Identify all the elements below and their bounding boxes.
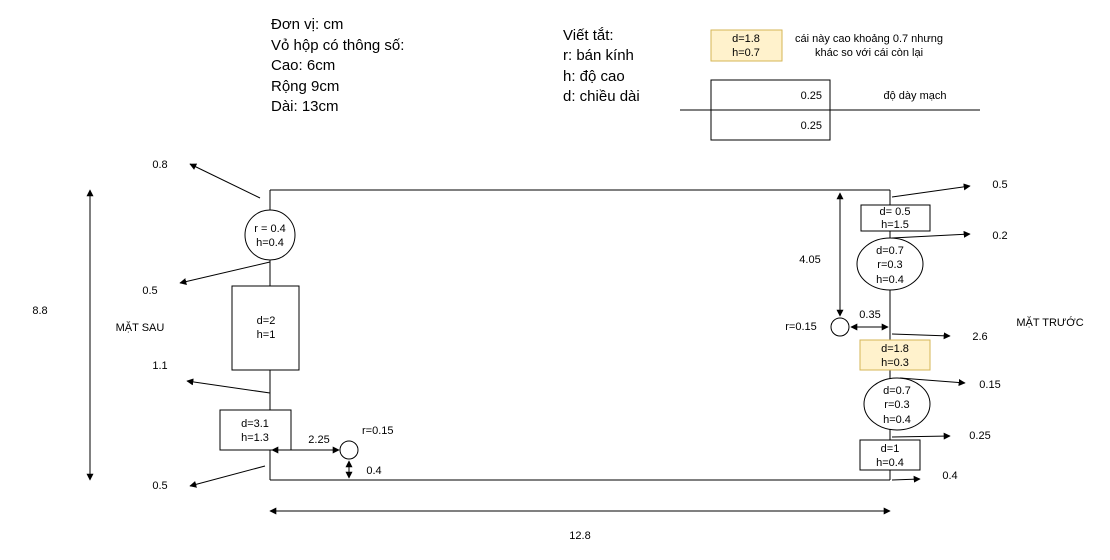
component-label: r=0.3 bbox=[877, 259, 902, 271]
units-line: Rộng 9cm bbox=[271, 78, 339, 95]
component-label: h=0.4 bbox=[256, 237, 284, 249]
component-label: d=0.7 bbox=[883, 385, 911, 397]
legend-item: r: bán kính bbox=[563, 47, 634, 64]
component-label: d= 0.5 bbox=[880, 206, 911, 218]
right-rect-component bbox=[859, 439, 921, 471]
back-side-label: MẶT SAU bbox=[116, 321, 165, 334]
hole-radius-label: r=0.15 bbox=[362, 425, 394, 437]
component-label: d=0.7 bbox=[876, 245, 904, 257]
right-rect-component bbox=[860, 204, 931, 232]
hole-horizontal-label: 0.35 bbox=[859, 309, 880, 321]
offset-label: 0.5 bbox=[992, 179, 1007, 191]
component-label: h=1.3 bbox=[241, 432, 269, 444]
units-line: Đơn vị: cm bbox=[271, 16, 343, 33]
component-label: h=0.3 bbox=[881, 357, 909, 369]
component-label: d=1 bbox=[881, 443, 900, 455]
component-label: d=2 bbox=[257, 315, 276, 327]
component-label: h=1 bbox=[257, 329, 276, 341]
offset-label: 0.8 bbox=[152, 159, 167, 171]
right-highlight-component bbox=[859, 339, 931, 371]
hole-vertical-label: 4.05 bbox=[799, 254, 820, 266]
component-label: r=0.3 bbox=[884, 399, 909, 411]
left-rect-component bbox=[219, 409, 292, 451]
right-round-component bbox=[863, 377, 931, 431]
hole-y-label: 0.4 bbox=[366, 465, 381, 477]
offset-arrow bbox=[189, 465, 266, 488]
units-line: Cao: 6cm bbox=[271, 57, 335, 74]
legend-item: h: độ cao bbox=[563, 68, 625, 85]
note-box-line: h=0.7 bbox=[732, 47, 760, 59]
offset-arrow bbox=[179, 261, 271, 285]
units-block: Đơn vị: cm Vỏ hộp có thông số: Cao: 6cm … bbox=[271, 16, 404, 115]
thickness-block: 0.25 0.25 độ dày mạch bbox=[680, 79, 980, 141]
offset-label: 1.1 bbox=[152, 360, 167, 372]
thickness-top-value: 0.25 bbox=[801, 90, 822, 102]
offset-arrow bbox=[891, 475, 921, 483]
mounting-hole bbox=[830, 317, 850, 337]
component-label: h=0.4 bbox=[883, 414, 911, 426]
thickness-label: độ dày mạch bbox=[884, 90, 947, 102]
hole-radius-label: r=0.15 bbox=[785, 321, 817, 333]
offset-label: 0.4 bbox=[942, 470, 957, 482]
offset-arrow bbox=[899, 377, 966, 387]
component-label: h=0.4 bbox=[876, 274, 904, 286]
component-label: r = 0.4 bbox=[254, 223, 286, 235]
component-label: d=3.1 bbox=[241, 418, 269, 430]
units-line: Vỏ hộp có thông số: bbox=[271, 37, 404, 54]
height-label: 8.8 bbox=[32, 305, 47, 317]
component-label: h=0.4 bbox=[876, 457, 904, 469]
offset-label: 0.25 bbox=[969, 430, 990, 442]
note-box-line: d=1.8 bbox=[732, 33, 760, 45]
note-block: d=1.8 h=0.7 cái này cao khoảng 0.7 nhưng… bbox=[710, 29, 943, 62]
right-round-component bbox=[856, 237, 924, 291]
mounting-hole bbox=[339, 440, 359, 460]
left-rect-component bbox=[231, 285, 300, 371]
offset-label: 2.6 bbox=[972, 331, 987, 343]
legend-block: Viết tắt: r: bán kính h: độ cao d: chiều… bbox=[563, 27, 640, 105]
hole-x-label: 2.25 bbox=[308, 434, 329, 446]
width-label: 12.8 bbox=[569, 530, 590, 542]
offset-arrow bbox=[891, 432, 951, 440]
offset-arrow bbox=[186, 378, 271, 394]
units-line: Dài: 13cm bbox=[271, 98, 339, 115]
offset-label: 0.2 bbox=[992, 230, 1007, 242]
note-highlight-box bbox=[710, 29, 783, 62]
thickness-bottom-value: 0.25 bbox=[801, 120, 822, 132]
offset-arrow bbox=[891, 230, 971, 239]
legend-item: d: chiều dài bbox=[563, 88, 640, 105]
offset-arrow bbox=[891, 183, 971, 198]
left-round-component bbox=[244, 209, 296, 261]
offset-label: 0.5 bbox=[142, 285, 157, 297]
note-text-line: khác so với cái còn lại bbox=[815, 47, 923, 59]
offset-arrow bbox=[891, 332, 951, 340]
note-text-line: cái này cao khoảng 0.7 nhưng bbox=[795, 33, 943, 45]
offset-label: 0.5 bbox=[152, 480, 167, 492]
component-label: d=1.8 bbox=[881, 343, 909, 355]
offset-label: 0.15 bbox=[979, 379, 1000, 391]
front-side-label: MẶT TRƯỚC bbox=[1016, 316, 1083, 329]
offset-arrow bbox=[189, 163, 261, 199]
legend-title: Viết tắt: bbox=[563, 27, 614, 44]
component-label: h=1.5 bbox=[881, 219, 909, 231]
